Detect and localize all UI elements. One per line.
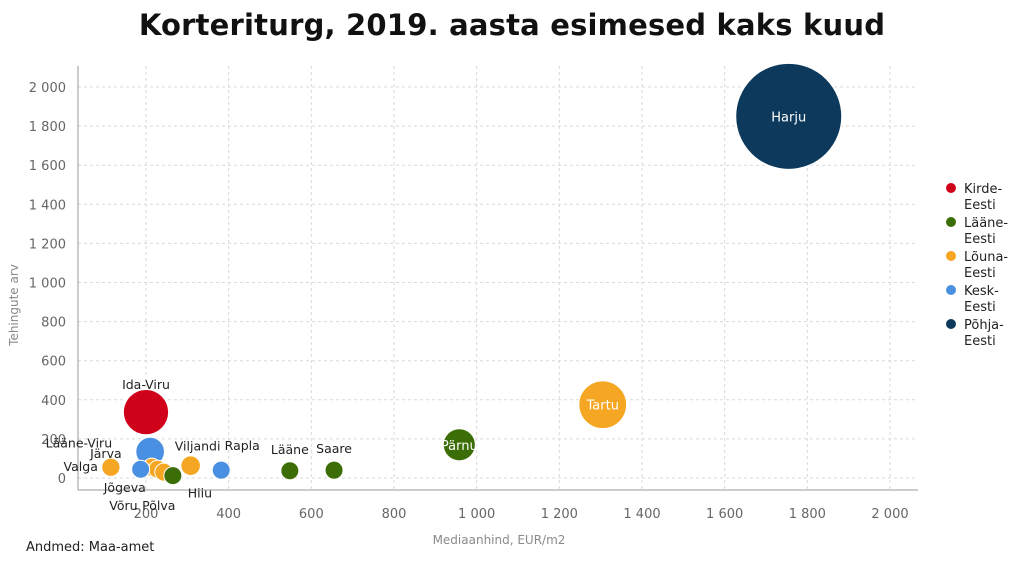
x-tick-label: 600: [299, 507, 324, 522]
x-tick-label: 800: [382, 507, 407, 522]
data-label: Pärnu: [441, 439, 478, 454]
y-tick-label: 1 200: [29, 237, 66, 252]
y-tick-label: 2 000: [29, 81, 66, 96]
x-tick-label: 2 000: [871, 507, 908, 522]
grid-layer: [78, 66, 918, 490]
bubble-hiiu[interactable]: [163, 466, 183, 486]
legend-marker: [946, 183, 956, 193]
bubble-viljandi[interactable]: [180, 455, 201, 476]
x-tick-label: 1 000: [458, 507, 495, 522]
source-note: Andmed: Maa-amet: [26, 540, 155, 555]
legend-marker: [946, 319, 956, 329]
y-tick-label: 1 600: [29, 159, 66, 174]
x-tick-label: 400: [216, 507, 241, 522]
x-tick-label: 1 600: [706, 507, 743, 522]
legend-label: Kesk-: [964, 284, 999, 299]
data-label: Ida-Viru: [122, 377, 170, 392]
bubble-järva[interactable]: [131, 459, 151, 479]
x-tick-label: 1 800: [789, 507, 826, 522]
legend-label: Eesti: [964, 334, 996, 349]
y-tick-label: 600: [41, 355, 66, 370]
data-label: Jõgeva: [103, 480, 146, 495]
bubble-tartu[interactable]: [578, 380, 628, 430]
legend-label: Eesti: [964, 232, 996, 247]
data-label: Lääne-Viru: [46, 436, 113, 451]
data-label: Põlva: [142, 498, 175, 513]
legend-label: Põhja-: [964, 318, 1004, 333]
bubble-saare[interactable]: [324, 460, 344, 480]
bubble-ida-viru[interactable]: [122, 388, 170, 436]
x-axis-title: Mediaanhind, EUR/m2: [433, 533, 566, 547]
legend-label: Eesti: [964, 198, 996, 213]
y-tick-label: 1 800: [29, 120, 66, 135]
y-axis-title: Tehingute arv: [7, 264, 21, 347]
label-layer: Harju Tartu Ida-Viru Pärnu Lääne-Viru Viljand…: [46, 110, 807, 513]
legend: Kirde-EestiLääne-EestiLõuna-EestiKesk-Ee…: [946, 182, 1008, 349]
legend-marker: [946, 285, 956, 295]
legend-label: Eesti: [964, 300, 996, 315]
y-tick-label: 800: [41, 316, 66, 331]
data-label: Hiiu: [188, 486, 212, 501]
bubble-layer: [101, 62, 843, 486]
y-tick-label: 200: [41, 433, 66, 448]
y-tick-label: 400: [41, 394, 66, 409]
bubble-lääne[interactable]: [280, 461, 300, 481]
data-label: Viljandi: [175, 439, 221, 454]
chart-title: Korteriturg, 2019. aasta esimesed kaks k…: [138, 8, 886, 42]
bubble-pärnu[interactable]: [442, 428, 476, 462]
data-label: Järva: [89, 446, 122, 461]
legend-label: Eesti: [964, 266, 996, 281]
data-label: Saare: [316, 441, 352, 456]
x-tick-label: 200: [134, 507, 159, 522]
axis-layer: 200 400 600 800 1 000 1 200 1 400 1 600 1 800 2 0…: [29, 66, 918, 522]
y-tick-label: 1 400: [29, 198, 66, 213]
legend-label: Kirde-: [964, 182, 1003, 197]
legend-label: Lääne-: [964, 216, 1008, 231]
bubble-rapla[interactable]: [211, 460, 231, 480]
data-label: Rapla: [225, 438, 260, 453]
x-tick-label: 1 200: [541, 507, 578, 522]
data-label: Võru: [109, 498, 137, 513]
data-label: Lääne: [271, 442, 309, 457]
legend-marker: [946, 251, 956, 261]
data-label: Harju: [771, 110, 806, 125]
legend-marker: [946, 217, 956, 227]
bubble-harju[interactable]: [735, 62, 843, 170]
legend-label: Lõuna-: [964, 250, 1008, 265]
data-label: Tartu: [586, 399, 619, 414]
data-label: Valga: [64, 459, 98, 474]
bubble-valga[interactable]: [101, 457, 121, 477]
y-tick-label: 1 000: [29, 277, 66, 292]
y-tick-label: 0: [58, 472, 66, 487]
x-tick-label: 1 400: [623, 507, 660, 522]
